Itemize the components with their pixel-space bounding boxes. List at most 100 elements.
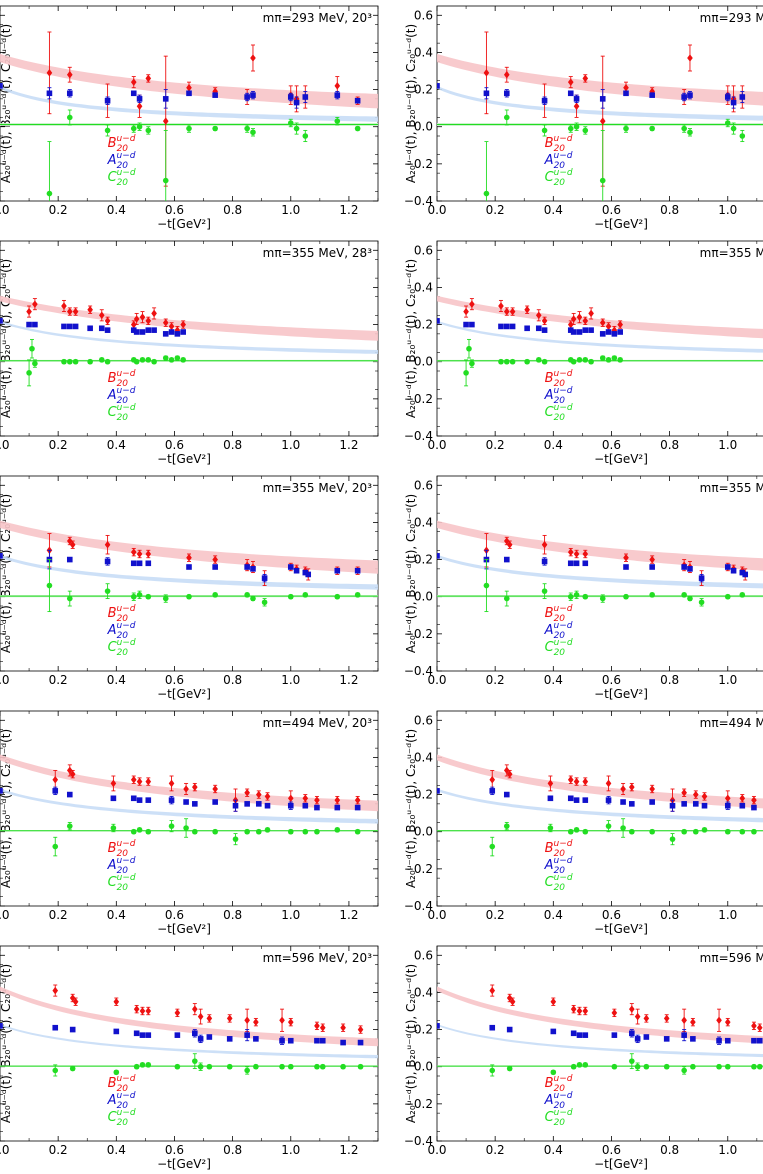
data-point-C20 — [212, 828, 218, 835]
legend-superscript: u−d — [116, 856, 135, 866]
x-tick-label: 0.4 — [107, 1143, 126, 1157]
data-point-C20 — [634, 1063, 641, 1070]
x-tick-label: 1.2 — [339, 203, 358, 217]
data-point-A20 — [503, 556, 510, 563]
data-point-A20 — [739, 94, 746, 100]
data-point-A20 — [32, 321, 38, 328]
data-point-B20 — [623, 83, 629, 92]
data-point-A20 — [226, 1036, 233, 1042]
legend-symbol: A — [544, 623, 554, 638]
data-point-B20 — [605, 779, 612, 788]
data-point-C20 — [588, 358, 594, 365]
data-point-A20 — [357, 1039, 364, 1046]
legend-subscript: 20 — [117, 631, 129, 641]
data-point-A20 — [133, 329, 140, 335]
plot-frame — [0, 240, 379, 437]
x-tick-label: 0.6 — [165, 908, 184, 922]
data-point-A20 — [145, 797, 152, 803]
data-point-B20 — [547, 779, 554, 788]
data-point-C20 — [104, 358, 111, 365]
legend-subscript: 20 — [554, 849, 566, 859]
data-point-C20 — [69, 1065, 76, 1072]
legend-entry-A20: Au−d 20 — [107, 386, 136, 406]
data-point-C20 — [253, 1063, 259, 1070]
fit-band-A20 — [437, 320, 763, 353]
data-point-B20 — [314, 1022, 320, 1030]
data-point-A20 — [302, 94, 309, 100]
data-point-A20 — [506, 1026, 513, 1033]
panel-row4-left: 0.0 0.2 0.4 0.6 0.8 1.0 1.2 −t[GeV²] A₂₀ᵘ⁻ᵈ(t), … — [0, 710, 379, 936]
legend-superscript: u−d — [117, 369, 136, 379]
data-point-C20 — [663, 1063, 670, 1070]
legend-superscript: u−d — [116, 386, 135, 396]
data-point-B20 — [582, 777, 589, 786]
data-point-B20 — [151, 309, 157, 318]
y-tick-label: 0.4 — [414, 750, 433, 764]
data-point-A20 — [136, 560, 143, 567]
y-tick-label: 0.2 — [414, 318, 433, 332]
data-point-B20 — [250, 54, 256, 62]
legend-symbol: A — [107, 388, 117, 403]
data-point-B20 — [206, 1014, 213, 1023]
legend-symbol: C — [108, 875, 118, 890]
data-point-B20 — [716, 1016, 722, 1025]
data-point-B20 — [130, 78, 137, 86]
data-point-B20 — [87, 305, 93, 314]
x-tick-label: 1.0 — [718, 203, 737, 217]
legend-symbol: A — [544, 858, 554, 873]
data-point-A20 — [244, 801, 250, 807]
data-point-C20 — [599, 595, 606, 602]
y-tick-label: 0.4 — [414, 280, 433, 294]
y-tick-label: 0.0 — [414, 120, 433, 134]
y-tick-label: 0.2 — [414, 788, 433, 802]
legend-symbol: A — [544, 153, 554, 168]
y-tick-label: −0.4 — [404, 194, 433, 208]
data-point-A20 — [663, 1036, 670, 1042]
data-point-A20 — [541, 97, 548, 104]
data-point-B20 — [145, 550, 152, 558]
data-point-A20 — [599, 96, 606, 102]
data-point-C20 — [46, 582, 53, 589]
legend-symbol: A — [544, 1093, 554, 1108]
x-tick-label: 0.8 — [660, 438, 679, 452]
data-point-B20 — [174, 1009, 181, 1017]
legend-subscript: 20 — [117, 648, 129, 658]
data-point-A20 — [293, 567, 300, 574]
data-point-C20 — [66, 358, 73, 365]
legend-superscript: u−d — [117, 839, 136, 849]
data-point-C20 — [724, 1063, 731, 1070]
data-point-C20 — [139, 357, 146, 363]
data-point-A20 — [168, 797, 175, 803]
data-point-B20 — [692, 790, 699, 799]
data-point-B20 — [52, 986, 59, 995]
fit-band-B20 — [0, 295, 378, 341]
data-point-A20 — [130, 327, 137, 333]
data-point-A20 — [617, 329, 623, 335]
data-point-A20 — [567, 327, 574, 333]
x-tick-label: 0.6 — [165, 438, 184, 452]
legend-entry-C20: Cu−d 20 — [545, 638, 573, 658]
x-tick-label: 0.0 — [427, 908, 446, 922]
data-point-B20 — [287, 794, 294, 803]
data-point-B20 — [681, 1016, 687, 1025]
data-point-A20 — [582, 1032, 589, 1038]
data-point-A20 — [567, 795, 574, 802]
data-point-B20 — [567, 548, 574, 556]
legend-superscript: u−d — [117, 873, 136, 883]
data-point-A20 — [212, 799, 218, 805]
legend-superscript: u−d — [117, 1108, 136, 1118]
legend-symbol: C — [108, 170, 118, 185]
data-point-A20 — [483, 90, 490, 97]
data-point-A20 — [730, 567, 737, 574]
plot-frame — [0, 475, 379, 672]
data-point-C20 — [287, 120, 294, 126]
data-point-C20 — [197, 1063, 204, 1070]
data-point-C20 — [506, 1065, 513, 1072]
data-point-A20 — [692, 801, 699, 807]
data-point-A20 — [623, 564, 629, 570]
data-point-B20 — [588, 309, 594, 318]
data-point-A20 — [620, 799, 626, 805]
data-point-C20 — [724, 828, 731, 835]
data-point-A20 — [139, 1032, 146, 1038]
y-tick-label: 0.6 — [414, 478, 433, 492]
